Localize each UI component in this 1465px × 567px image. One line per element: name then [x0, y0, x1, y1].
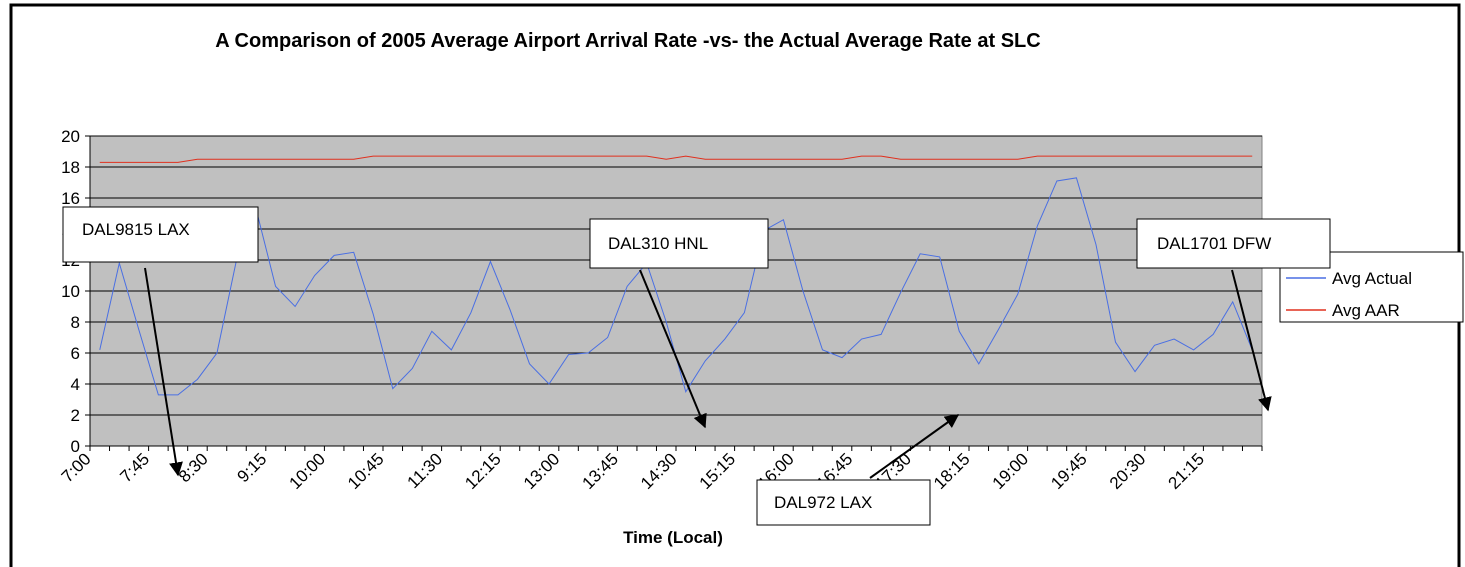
annotation-text: DAL972 LAX: [774, 493, 872, 512]
annotation: DAL972 LAX: [756, 414, 960, 526]
x-axis-title: Time (Local): [623, 528, 723, 547]
annotation: DAL310 HNL: [589, 218, 769, 429]
annotation-text: DAL1701 DFW: [1157, 234, 1271, 253]
chart-title: A Comparison of 2005 Average Airport Arr…: [215, 30, 1041, 52]
annotation: DAL9815 LAX: [62, 206, 259, 477]
annotation-arrow: [144, 267, 183, 477]
annotation-arrow: [869, 414, 960, 479]
legend-label: Avg AAR: [1332, 301, 1400, 320]
series-line: [99, 155, 1253, 163]
y-tick-label: 18: [61, 158, 80, 177]
annotation-arrow: [639, 269, 707, 429]
annotation-box: [62, 206, 259, 263]
y-tick-label: 20: [61, 127, 80, 146]
y-tick-label: 2: [71, 406, 80, 425]
y-tick-label: 16: [61, 189, 80, 208]
y-tick-label: 6: [71, 344, 80, 363]
annotation-text: DAL9815 LAX: [82, 220, 190, 239]
annotation-arrow: [1231, 269, 1272, 412]
annotation-box: [756, 479, 931, 526]
annotation-box: [589, 218, 769, 269]
annotation-text: DAL310 HNL: [608, 234, 708, 253]
y-tick-label: 0: [71, 437, 80, 456]
y-tick-label: 4: [71, 375, 80, 394]
annotation: DAL1701 DFW: [1136, 218, 1331, 412]
y-tick-label: 10: [61, 282, 80, 301]
legend-label: Avg Actual: [1332, 269, 1412, 288]
legend: Avg Actual Avg AAR: [1279, 251, 1464, 323]
annotation-box: [1136, 218, 1331, 269]
y-tick-label: 8: [71, 313, 80, 332]
